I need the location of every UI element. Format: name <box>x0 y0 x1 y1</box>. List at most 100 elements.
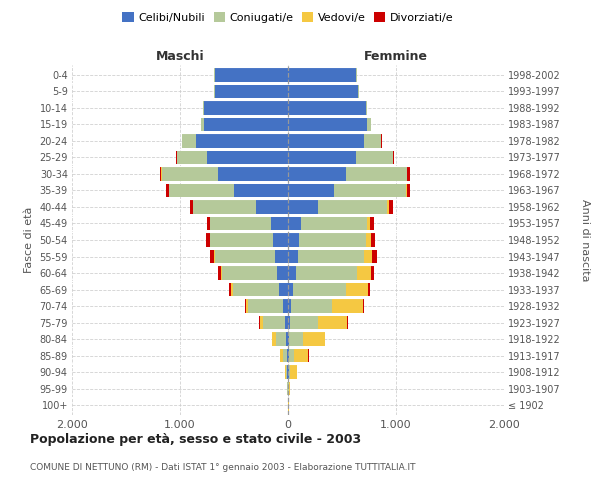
Text: Maschi: Maschi <box>155 50 205 64</box>
Bar <box>289 349 294 362</box>
Bar <box>190 200 193 214</box>
Bar <box>301 216 367 230</box>
Bar <box>177 150 207 164</box>
Bar <box>204 118 288 131</box>
Bar <box>214 250 215 264</box>
Bar <box>206 233 210 247</box>
Bar <box>248 300 283 313</box>
Bar <box>275 250 288 264</box>
Bar <box>288 101 366 114</box>
Bar <box>366 101 367 114</box>
Bar <box>318 200 388 214</box>
Bar <box>218 266 221 280</box>
Bar <box>406 184 407 197</box>
Bar <box>299 233 366 247</box>
Bar <box>182 134 196 147</box>
Bar <box>293 283 346 296</box>
Bar <box>196 134 288 147</box>
Bar <box>290 366 296 379</box>
Bar <box>367 216 370 230</box>
Bar <box>193 200 256 214</box>
Bar <box>388 200 389 214</box>
Bar <box>368 283 370 296</box>
Bar <box>286 366 287 379</box>
Bar <box>207 150 288 164</box>
Bar <box>346 283 368 296</box>
Bar <box>364 134 381 147</box>
Bar <box>160 167 161 180</box>
Bar <box>229 283 232 296</box>
Bar <box>303 332 325 346</box>
Bar <box>203 101 204 114</box>
Bar <box>283 349 287 362</box>
Bar <box>288 200 318 214</box>
Bar <box>334 184 406 197</box>
Bar <box>256 200 288 214</box>
Bar <box>357 266 371 280</box>
Bar <box>289 332 303 346</box>
Bar <box>370 216 374 230</box>
Bar <box>288 233 299 247</box>
Legend: Celibi/Nubili, Coniugati/e, Vedovi/e, Divorziati/e: Celibi/Nubili, Coniugati/e, Vedovi/e, Di… <box>118 8 458 28</box>
Bar <box>232 283 233 296</box>
Bar <box>221 266 222 280</box>
Bar <box>407 167 410 180</box>
Bar <box>287 349 288 362</box>
Bar <box>245 300 246 313</box>
Bar <box>367 118 371 131</box>
Bar <box>271 216 288 230</box>
Bar <box>288 300 291 313</box>
Bar <box>210 216 271 230</box>
Bar <box>215 84 288 98</box>
Bar <box>407 184 410 197</box>
Bar <box>347 316 348 330</box>
Bar <box>366 233 371 247</box>
Bar <box>362 300 364 313</box>
Bar <box>288 349 289 362</box>
Bar <box>215 250 275 264</box>
Bar <box>283 300 288 313</box>
Bar <box>288 134 364 147</box>
Bar <box>215 68 288 82</box>
Bar <box>294 349 308 362</box>
Text: Femmine: Femmine <box>364 50 428 64</box>
Bar <box>288 68 356 82</box>
Bar <box>169 184 234 197</box>
Bar <box>389 200 393 214</box>
Bar <box>285 316 288 330</box>
Bar <box>200 118 204 131</box>
Bar <box>318 316 347 330</box>
Bar <box>288 283 293 296</box>
Bar <box>285 366 286 379</box>
Bar <box>234 184 288 197</box>
Bar <box>332 300 362 313</box>
Bar <box>263 316 285 330</box>
Text: COMUNE DI NETTUNO (RM) - Dati ISTAT 1° gennaio 2003 - Elaborazione TUTTITALIA.IT: COMUNE DI NETTUNO (RM) - Dati ISTAT 1° g… <box>30 462 415 471</box>
Bar <box>218 167 288 180</box>
Bar <box>210 250 214 264</box>
Bar <box>393 150 394 164</box>
Bar <box>288 84 358 98</box>
Bar <box>260 316 263 330</box>
Bar <box>288 332 289 346</box>
Bar <box>289 366 290 379</box>
Y-axis label: Fasce di età: Fasce di età <box>24 207 34 273</box>
Bar <box>222 266 277 280</box>
Bar <box>288 316 290 330</box>
Bar <box>246 300 248 313</box>
Bar <box>288 266 296 280</box>
Bar <box>288 150 356 164</box>
Bar <box>288 216 301 230</box>
Bar <box>166 184 169 197</box>
Bar <box>298 250 364 264</box>
Bar <box>280 283 288 296</box>
Bar <box>371 233 376 247</box>
Bar <box>288 184 334 197</box>
Bar <box>356 150 393 164</box>
Bar <box>296 266 357 280</box>
Bar <box>161 167 218 180</box>
Bar <box>289 382 290 396</box>
Bar <box>277 266 288 280</box>
Bar <box>291 300 332 313</box>
Bar <box>273 233 288 247</box>
